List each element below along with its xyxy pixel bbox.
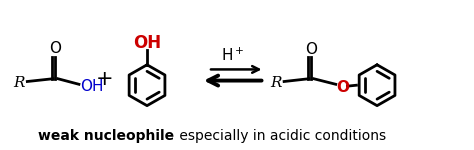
Text: O: O bbox=[305, 42, 317, 57]
Text: +: + bbox=[96, 69, 114, 89]
Text: O: O bbox=[49, 41, 62, 56]
Text: OH: OH bbox=[133, 34, 161, 52]
Text: R: R bbox=[270, 76, 282, 90]
Text: OH: OH bbox=[80, 79, 103, 94]
Text: H$^+$: H$^+$ bbox=[221, 47, 245, 64]
Text: R: R bbox=[13, 76, 25, 90]
Text: especially in acidic conditions: especially in acidic conditions bbox=[175, 129, 386, 143]
Text: O: O bbox=[336, 80, 349, 94]
Text: weak nucleophile: weak nucleophile bbox=[37, 129, 174, 143]
